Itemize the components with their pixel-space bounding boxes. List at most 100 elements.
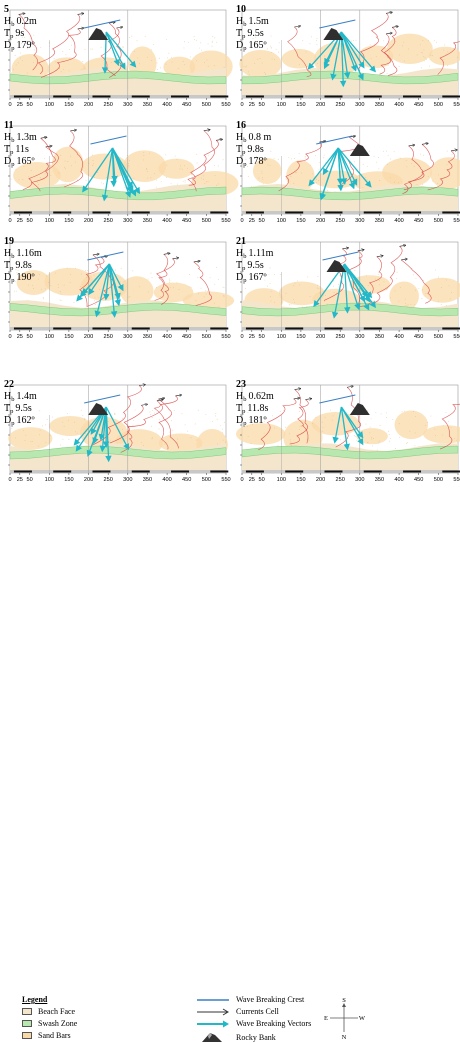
- x-tick-label: 200: [84, 334, 93, 340]
- compass-icon: S E W N: [322, 995, 366, 1041]
- x-tick-label: 0: [240, 218, 243, 224]
- sand-bars-swatch: [22, 1032, 32, 1039]
- x-tick-label: 300: [123, 334, 132, 340]
- x-tick-label: 300: [355, 102, 364, 108]
- x-tick-label: 250: [104, 102, 113, 108]
- legend-beach-face-label: Beach Face: [38, 1007, 75, 1016]
- x-tick-label: 50: [259, 334, 265, 340]
- x-tick-label: 300: [355, 477, 364, 483]
- x-tick-label: 150: [296, 218, 305, 224]
- swash-zone-swatch: [22, 1020, 32, 1027]
- legend-vectors: Wave Breaking Vectors: [196, 1019, 311, 1028]
- x-tick-label: 200: [84, 102, 93, 108]
- x-tick-label: 550: [221, 477, 230, 483]
- x-tick-label: 0: [8, 218, 11, 224]
- x-tick-label: 350: [143, 218, 152, 224]
- x-tick-label: 200: [84, 477, 93, 483]
- x-tick-label: 250: [336, 102, 345, 108]
- x-tick-label: 500: [434, 218, 443, 224]
- x-tick-label: 550: [453, 334, 460, 340]
- x-tick-label: 150: [296, 102, 305, 108]
- x-tick-label: 500: [202, 334, 211, 340]
- x-tick-label: 400: [162, 334, 171, 340]
- compass-s-label: S: [342, 997, 346, 1004]
- x-tick-label: 50: [27, 477, 33, 483]
- x-tick-label: 150: [296, 477, 305, 483]
- x-tick-label: 250: [104, 477, 113, 483]
- x-tick-label: 50: [27, 218, 33, 224]
- x-tick-label: 150: [64, 218, 73, 224]
- x-tick-label: 25: [17, 102, 23, 108]
- x-tick-label: 25: [17, 218, 23, 224]
- x-tick-label: 450: [182, 334, 191, 340]
- x-tick-label: 0: [240, 477, 243, 483]
- x-tick-label: 25: [249, 334, 255, 340]
- legend-sand-bars: Sand Bars: [22, 1031, 71, 1040]
- x-tick-label: 550: [221, 218, 230, 224]
- x-tick-label: 200: [316, 334, 325, 340]
- x-tick-label: 450: [182, 477, 191, 483]
- x-tick-label: 300: [123, 477, 132, 483]
- compass-w-label: W: [359, 1015, 366, 1022]
- x-tick-label: 400: [162, 218, 171, 224]
- legend-sand-bars-label: Sand Bars: [38, 1031, 71, 1040]
- x-tick-label: 350: [143, 477, 152, 483]
- x-tick-label: 400: [394, 102, 403, 108]
- x-tick-label: 0: [8, 477, 11, 483]
- x-tick-label: 200: [316, 218, 325, 224]
- x-tick-label: 550: [453, 218, 460, 224]
- x-tick-label: 50: [27, 334, 33, 340]
- x-tick-label: 100: [277, 334, 286, 340]
- legend-title: Legend: [22, 995, 47, 1004]
- panel-id: 21: [236, 236, 246, 247]
- x-tick-label: 450: [182, 102, 191, 108]
- x-tick-label: 400: [394, 477, 403, 483]
- x-tick-label: 350: [375, 334, 384, 340]
- x-tick-label: 300: [355, 334, 364, 340]
- current-arrow-icon: [196, 1008, 230, 1016]
- x-tick-label: 550: [221, 102, 230, 108]
- x-tick-label: 500: [202, 218, 211, 224]
- x-tick-label: 350: [143, 102, 152, 108]
- x-tick-label: 250: [104, 334, 113, 340]
- x-tick-label: 500: [434, 102, 443, 108]
- legend-currents-label: Currents Cell: [236, 1007, 279, 1016]
- wave-crest-line-icon: [196, 996, 230, 1004]
- x-tick-label: 100: [277, 477, 286, 483]
- x-tick-label: 0: [8, 334, 11, 340]
- x-tick-label: 550: [221, 334, 230, 340]
- x-tick-label: 500: [202, 102, 211, 108]
- x-tick-label: 500: [434, 477, 443, 483]
- x-tick-label: 450: [414, 334, 423, 340]
- x-tick-label: 0: [8, 102, 11, 108]
- x-tick-label: 250: [336, 334, 345, 340]
- x-tick-label: 400: [162, 477, 171, 483]
- x-tick-label: 350: [375, 218, 384, 224]
- x-tick-label: 50: [259, 477, 265, 483]
